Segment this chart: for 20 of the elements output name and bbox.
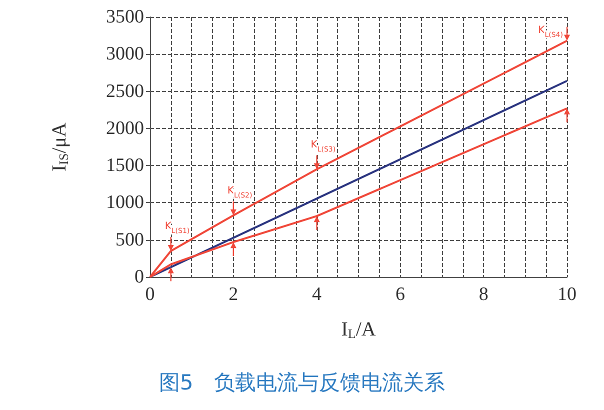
y-axis-title: IIS/μA [48, 122, 71, 172]
y-tick-label: 1500 [106, 155, 144, 176]
x-tick-label: 2 [228, 284, 238, 305]
annotation: K$_{L(S4)}$ [538, 24, 564, 39]
y-tick-label: 0 [134, 266, 144, 288]
y-tick-label: 3000 [106, 44, 144, 65]
annotation: K$_{L(S1)}$ [164, 221, 190, 235]
x-tick-label: 6 [395, 284, 405, 305]
x-tick-label: 4 [312, 284, 322, 305]
annotation: K$_{L(S2)}$ [227, 185, 252, 200]
text: 图5 负载电流与反馈电流关系 [158, 370, 446, 394]
y-tick-label: 2500 [106, 80, 144, 102]
annotation: K$_{L(S3)}$ [310, 139, 336, 154]
x-tick-label: 8 [478, 284, 488, 305]
x-tick-label: 10 [558, 284, 576, 305]
y-tick-label: 500 [116, 229, 144, 250]
y-tick-label: 1000 [106, 192, 144, 214]
y-tick-label: 3500 [106, 6, 144, 28]
x-axis-title: IL/A [341, 318, 376, 341]
y-tick-label: 2000 [106, 118, 144, 139]
